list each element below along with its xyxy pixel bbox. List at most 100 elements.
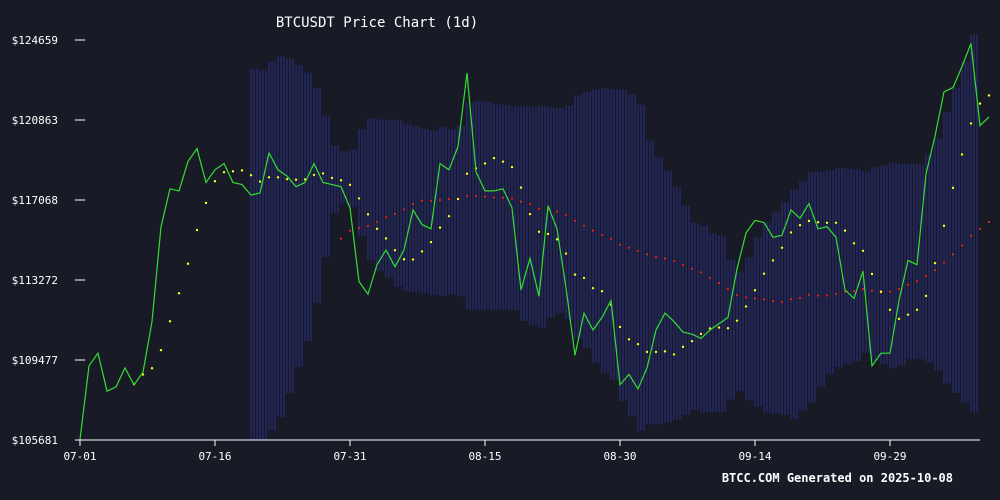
fast-ma-point xyxy=(546,232,550,236)
slow-ma-point xyxy=(960,244,964,247)
fast-ma-point xyxy=(870,272,874,276)
fast-ma-point xyxy=(933,261,937,265)
slow-ma-point xyxy=(384,216,388,219)
fast-ma-point xyxy=(366,213,370,216)
fast-ma-point xyxy=(906,313,910,316)
fast-ma-point xyxy=(924,294,928,298)
fast-ma-point xyxy=(672,353,676,356)
fast-ma-point xyxy=(942,224,946,228)
fast-ma-point xyxy=(600,289,604,293)
fast-ma-point xyxy=(771,259,775,262)
slow-ma-point xyxy=(735,294,739,297)
fast-ma-point xyxy=(204,201,208,205)
fast-moving-average xyxy=(132,94,991,386)
fast-ma-point xyxy=(357,197,361,200)
slow-ma-point xyxy=(825,294,829,297)
slow-ma-point xyxy=(600,233,604,237)
fast-ma-point xyxy=(852,242,856,245)
slow-ma-point xyxy=(663,257,667,260)
slow-ma-point xyxy=(438,198,442,202)
slow-ma-point xyxy=(357,226,361,230)
slow-ma-point xyxy=(519,200,523,203)
y-tick-label: $124659 xyxy=(12,34,58,47)
slow-ma-point xyxy=(618,243,622,246)
x-axis-ticks: 07-01 07-16 07-31 08-15 08-30 09-14 09-29 xyxy=(63,440,907,463)
fast-ma-point xyxy=(591,286,595,290)
slow-ma-point xyxy=(465,195,469,198)
fast-ma-point xyxy=(510,165,514,169)
slow-ma-point xyxy=(852,290,856,293)
slow-ma-point xyxy=(447,198,451,201)
fast-ma-point xyxy=(339,179,343,182)
slow-ma-point xyxy=(708,276,712,280)
slow-ma-point xyxy=(717,281,721,285)
slow-ma-point xyxy=(861,288,865,291)
slow-ma-point xyxy=(834,292,838,295)
fast-ma-point xyxy=(816,221,820,224)
fast-ma-point xyxy=(726,326,730,330)
fast-ma-point xyxy=(762,272,766,275)
fast-ma-point xyxy=(618,325,622,329)
slow-ma-point xyxy=(780,300,784,303)
fast-ma-point xyxy=(312,173,316,177)
slow-ma-point xyxy=(744,296,748,299)
fast-ma-point xyxy=(348,183,352,187)
fast-ma-point xyxy=(384,237,388,240)
fast-ma-point xyxy=(582,276,586,280)
y-tick-label: $109477 xyxy=(12,354,58,367)
fast-ma-point xyxy=(267,176,271,179)
x-tick-label: 08-15 xyxy=(468,450,501,463)
fast-ma-point xyxy=(699,332,703,336)
y-tick-label: $117068 xyxy=(12,194,58,207)
fast-ma-point xyxy=(681,345,685,349)
slow-ma-point xyxy=(474,194,478,197)
slow-ma-point xyxy=(627,246,631,249)
fast-ma-point xyxy=(420,250,424,253)
slow-ma-point xyxy=(915,280,919,283)
fast-ma-point xyxy=(555,238,559,241)
slow-ma-point xyxy=(492,196,496,199)
fast-ma-point xyxy=(573,273,577,276)
fast-ma-point xyxy=(825,221,829,225)
fast-ma-point xyxy=(483,162,487,165)
slow-ma-point xyxy=(870,289,874,292)
fast-ma-point xyxy=(375,227,379,231)
slow-ma-point xyxy=(924,275,928,278)
fast-ma-point xyxy=(168,320,172,323)
y-tick-label: $105681 xyxy=(12,434,58,447)
slow-ma-point xyxy=(348,229,352,232)
fast-ma-point xyxy=(978,102,982,105)
slow-ma-point xyxy=(978,227,982,230)
slow-ma-point xyxy=(654,255,658,259)
fast-ma-point xyxy=(492,156,496,160)
slow-ma-point xyxy=(771,299,775,303)
x-tick-label: 09-29 xyxy=(873,450,906,463)
slow-ma-point xyxy=(987,220,991,224)
bollinger-bands xyxy=(250,34,978,440)
footer-credit: BTCC.COM Generated on 2025-10-08 xyxy=(722,471,953,485)
slow-ma-point xyxy=(636,249,640,253)
fast-ma-point xyxy=(960,153,964,156)
fast-ma-point xyxy=(195,228,199,232)
fast-ma-point xyxy=(528,212,532,216)
slow-ma-point xyxy=(555,210,559,213)
fast-ma-point xyxy=(564,252,568,255)
fast-ma-point xyxy=(744,305,748,308)
slow-ma-point xyxy=(897,287,901,291)
fast-ma-point xyxy=(429,240,433,244)
fast-ma-point xyxy=(834,221,838,225)
price-line xyxy=(79,43,990,440)
y-axis-ticks: $105681 $109477 $113272 $117068 $120863 $1246… xyxy=(12,34,85,447)
fast-ma-point xyxy=(807,219,811,223)
fast-ma-point xyxy=(717,326,721,329)
fast-ma-point xyxy=(159,348,163,352)
fast-ma-point xyxy=(501,160,505,163)
slow-ma-point xyxy=(969,234,973,237)
fast-ma-point xyxy=(789,231,793,234)
fast-ma-point xyxy=(735,319,739,322)
fast-ma-point xyxy=(861,249,865,253)
slow-ma-point xyxy=(726,287,730,290)
slow-ma-point xyxy=(528,202,532,205)
fast-ma-point xyxy=(915,308,919,312)
